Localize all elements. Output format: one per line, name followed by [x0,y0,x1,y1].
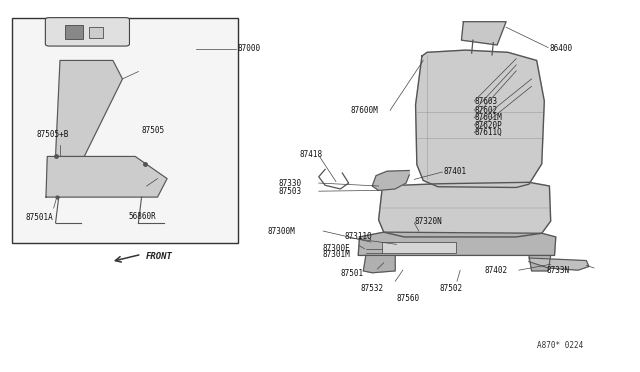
Text: 87311Q: 87311Q [344,232,372,241]
Polygon shape [529,258,589,270]
Polygon shape [415,50,544,187]
FancyBboxPatch shape [45,17,129,46]
Text: 87301M: 87301M [323,250,350,259]
Bar [65,25,83,39]
FancyBboxPatch shape [12,18,239,243]
Text: 87300M: 87300M [268,227,296,235]
Text: 56860R: 56860R [129,212,157,221]
Text: A870* 0224: A870* 0224 [537,341,583,350]
Text: 87000: 87000 [237,44,260,53]
Bar [90,27,103,38]
Text: 87501A: 87501A [26,213,53,222]
Text: 87600M: 87600M [351,106,378,115]
Text: 87560: 87560 [396,294,420,303]
Text: 87603: 87603 [475,97,498,106]
Polygon shape [461,22,506,45]
Text: 87611Q: 87611Q [475,128,502,137]
Polygon shape [379,182,550,237]
Text: 87320N: 87320N [415,217,443,226]
Text: 87502: 87502 [440,284,463,293]
Text: 87505+B: 87505+B [36,130,69,139]
Text: 87300E: 87300E [323,244,350,253]
Polygon shape [372,170,409,190]
Bar [383,242,456,253]
Text: 87602: 87602 [475,106,498,115]
Polygon shape [364,256,395,273]
Text: 87503: 87503 [278,187,301,196]
Polygon shape [56,61,122,157]
Text: 87501: 87501 [340,269,364,278]
Polygon shape [46,157,167,197]
Text: 87401: 87401 [444,167,467,176]
Text: 87505: 87505 [141,126,164,135]
Text: 87402: 87402 [484,266,508,275]
Text: 87330: 87330 [278,179,301,187]
Text: 87620P: 87620P [475,121,502,129]
Text: 86400: 86400 [549,44,573,53]
Text: 87532: 87532 [361,284,384,293]
Text: FRONT: FRONT [145,252,172,262]
Text: 87601M: 87601M [475,113,502,122]
Polygon shape [358,232,556,256]
Text: 8733N: 8733N [546,266,570,275]
Polygon shape [529,256,550,271]
Text: 87418: 87418 [300,150,323,159]
